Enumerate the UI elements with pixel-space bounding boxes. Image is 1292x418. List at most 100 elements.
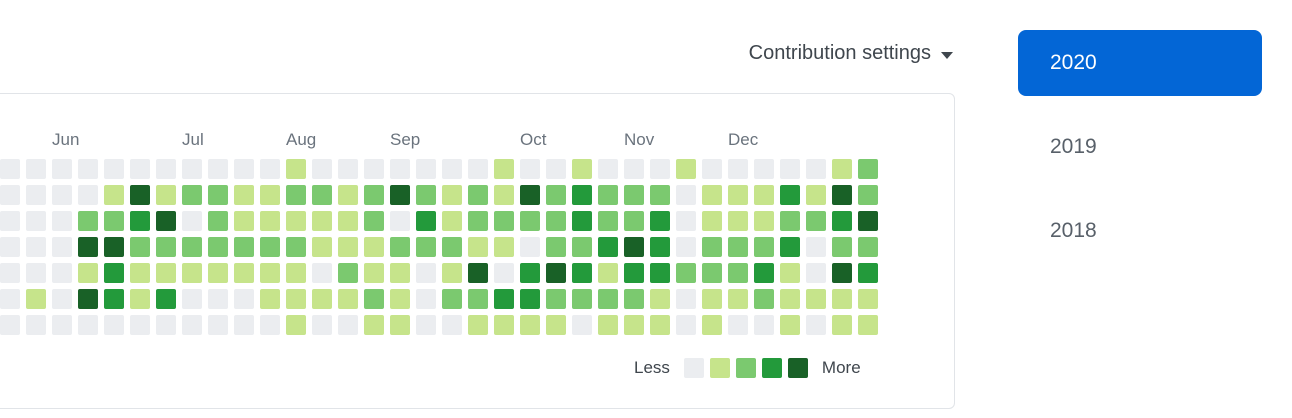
contribution-cell[interactable]	[130, 159, 150, 179]
contribution-cell[interactable]	[858, 289, 878, 309]
contribution-cell[interactable]	[208, 289, 228, 309]
contribution-cell[interactable]	[806, 159, 826, 179]
contribution-cell[interactable]	[312, 289, 332, 309]
contribution-cell[interactable]	[832, 237, 852, 257]
contribution-cell[interactable]	[624, 263, 644, 283]
contribution-cell[interactable]	[0, 237, 20, 257]
contribution-cell[interactable]	[546, 185, 566, 205]
contribution-cell[interactable]	[182, 211, 202, 231]
contribution-cell[interactable]	[104, 263, 124, 283]
contribution-cell[interactable]	[806, 315, 826, 335]
contribution-cell[interactable]	[754, 211, 774, 231]
contribution-cell[interactable]	[182, 289, 202, 309]
contribution-cell[interactable]	[468, 263, 488, 283]
contribution-cell[interactable]	[130, 185, 150, 205]
contribution-cell[interactable]	[468, 237, 488, 257]
contribution-cell[interactable]	[104, 289, 124, 309]
contribution-cell[interactable]	[364, 185, 384, 205]
contribution-cell[interactable]	[338, 211, 358, 231]
contribution-cell[interactable]	[286, 185, 306, 205]
contribution-cell[interactable]	[494, 263, 514, 283]
contribution-cell[interactable]	[260, 263, 280, 283]
contribution-cell[interactable]	[520, 289, 540, 309]
contribution-cell[interactable]	[780, 263, 800, 283]
contribution-cell[interactable]	[104, 315, 124, 335]
contribution-cell[interactable]	[234, 263, 254, 283]
contribution-cell[interactable]	[650, 159, 670, 179]
contribution-cell[interactable]	[676, 159, 696, 179]
contribution-cell[interactable]	[858, 315, 878, 335]
contribution-cell[interactable]	[286, 237, 306, 257]
contribution-cell[interactable]	[208, 211, 228, 231]
contribution-cell[interactable]	[858, 237, 878, 257]
contribution-cell[interactable]	[676, 263, 696, 283]
contribution-cell[interactable]	[702, 211, 722, 231]
contribution-cell[interactable]	[208, 159, 228, 179]
contribution-cell[interactable]	[494, 159, 514, 179]
contribution-cell[interactable]	[858, 263, 878, 283]
contribution-cell[interactable]	[468, 289, 488, 309]
contribution-cell[interactable]	[52, 159, 72, 179]
contribution-cell[interactable]	[468, 159, 488, 179]
contribution-cell[interactable]	[832, 263, 852, 283]
contribution-cell[interactable]	[26, 211, 46, 231]
contribution-cell[interactable]	[130, 263, 150, 283]
contribution-cell[interactable]	[754, 159, 774, 179]
contribution-cell[interactable]	[806, 237, 826, 257]
contribution-cell[interactable]	[208, 315, 228, 335]
contribution-cell[interactable]	[520, 185, 540, 205]
contribution-cell[interactable]	[286, 289, 306, 309]
contribution-cell[interactable]	[104, 185, 124, 205]
contribution-cell[interactable]	[312, 263, 332, 283]
contribution-cell[interactable]	[182, 185, 202, 205]
contribution-cell[interactable]	[234, 315, 254, 335]
contribution-cell[interactable]	[650, 315, 670, 335]
contribution-cell[interactable]	[286, 315, 306, 335]
contribution-cell[interactable]	[832, 211, 852, 231]
contribution-cell[interactable]	[520, 315, 540, 335]
contribution-cell[interactable]	[130, 315, 150, 335]
contribution-cell[interactable]	[338, 315, 358, 335]
contribution-cell[interactable]	[416, 211, 436, 231]
contribution-cell[interactable]	[572, 185, 592, 205]
contribution-cell[interactable]	[234, 237, 254, 257]
contribution-cell[interactable]	[650, 289, 670, 309]
contribution-cell[interactable]	[624, 211, 644, 231]
contribution-cell[interactable]	[572, 289, 592, 309]
contribution-cell[interactable]	[728, 159, 748, 179]
contribution-cell[interactable]	[676, 289, 696, 309]
contribution-cell[interactable]	[728, 315, 748, 335]
contribution-cell[interactable]	[130, 237, 150, 257]
contribution-cell[interactable]	[780, 185, 800, 205]
contribution-cell[interactable]	[832, 315, 852, 335]
contribution-cell[interactable]	[702, 263, 722, 283]
contribution-cell[interactable]	[260, 159, 280, 179]
contribution-cell[interactable]	[676, 211, 696, 231]
contribution-cell[interactable]	[312, 185, 332, 205]
contribution-cell[interactable]	[494, 185, 514, 205]
contribution-cell[interactable]	[364, 211, 384, 231]
contribution-cell[interactable]	[572, 237, 592, 257]
contribution-cell[interactable]	[338, 289, 358, 309]
contribution-cell[interactable]	[598, 263, 618, 283]
contribution-cell[interactable]	[728, 211, 748, 231]
contribution-cell[interactable]	[416, 185, 436, 205]
contribution-cell[interactable]	[572, 159, 592, 179]
contribution-cell[interactable]	[390, 185, 410, 205]
contribution-cell[interactable]	[494, 237, 514, 257]
contribution-cell[interactable]	[754, 315, 774, 335]
contribution-cell[interactable]	[26, 315, 46, 335]
contribution-cell[interactable]	[0, 315, 20, 335]
contribution-cell[interactable]	[0, 289, 20, 309]
contribution-cell[interactable]	[52, 237, 72, 257]
contribution-cell[interactable]	[52, 289, 72, 309]
contribution-cell[interactable]	[780, 211, 800, 231]
contribution-cell[interactable]	[468, 211, 488, 231]
contribution-cell[interactable]	[494, 289, 514, 309]
contribution-cell[interactable]	[364, 237, 384, 257]
contribution-cell[interactable]	[156, 315, 176, 335]
contribution-cell[interactable]	[546, 211, 566, 231]
contribution-cell[interactable]	[598, 237, 618, 257]
contribution-cell[interactable]	[286, 211, 306, 231]
contribution-cell[interactable]	[598, 289, 618, 309]
